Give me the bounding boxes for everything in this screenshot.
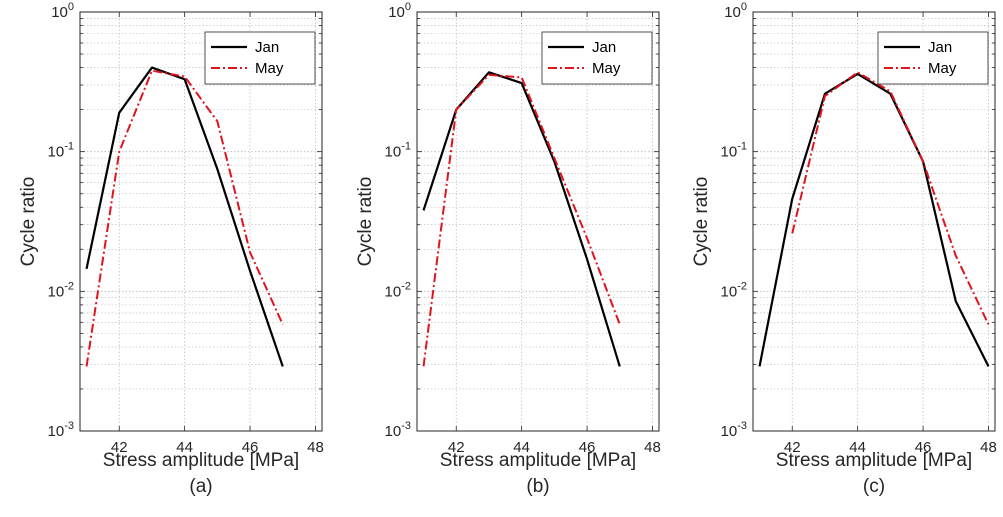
y-tick-label: 10-1 xyxy=(721,141,747,161)
y-tick-label: 100 xyxy=(388,1,411,21)
x-tick-label: 48 xyxy=(644,439,661,456)
x-axis-title: Stress amplitude [MPa] xyxy=(103,450,299,471)
legend-box xyxy=(204,31,316,85)
axes-frame xyxy=(752,11,996,432)
y-tick-label: 10-2 xyxy=(385,280,411,300)
series-line-jan xyxy=(758,72,990,367)
legend: Jan May xyxy=(877,31,989,85)
legend-label-jan: Jan xyxy=(928,39,952,56)
y-tick-label: 10-1 xyxy=(48,141,74,161)
series-line-jan xyxy=(85,66,284,367)
x-tick-label: 42 xyxy=(448,439,465,456)
legend-label-jan: Jan xyxy=(255,39,279,56)
x-tick-label: 44 xyxy=(849,439,866,456)
x-tick-label: 48 xyxy=(980,439,997,456)
legend: Jan May xyxy=(204,31,316,85)
series-line-may xyxy=(85,69,284,367)
y-tick-exponent: 0 xyxy=(741,1,747,13)
y-tick-exponent: 0 xyxy=(68,1,74,13)
x-tick-label: 44 xyxy=(176,439,193,456)
y-tick-label: 10-1 xyxy=(385,141,411,161)
y-tick-exponent: 0 xyxy=(405,1,411,13)
y-tick-base: 10 xyxy=(721,423,738,440)
x-tick-label: 44 xyxy=(513,439,530,456)
legend-label-may: May xyxy=(928,60,957,77)
y-tick-base: 10 xyxy=(385,283,402,300)
legend-box xyxy=(541,31,653,85)
panel-label: (a) xyxy=(189,476,212,497)
y-tick-base: 10 xyxy=(721,144,738,161)
legend-label-jan: Jan xyxy=(592,39,616,56)
x-tick-label: 46 xyxy=(915,439,932,456)
y-tick-label: 10-3 xyxy=(385,420,411,440)
legend-label-may: May xyxy=(592,60,621,77)
y-tick-exponent: -1 xyxy=(64,141,74,153)
x-axis-title: Stress amplitude [MPa] xyxy=(776,450,972,471)
y-tick-base: 10 xyxy=(48,144,65,161)
x-tick-label: 42 xyxy=(784,439,801,456)
y-tick-exponent: -3 xyxy=(737,420,747,432)
y-tick-exponent: -2 xyxy=(401,280,411,292)
x-tick-label: 42 xyxy=(111,439,128,456)
y-tick-base: 10 xyxy=(721,283,738,300)
series-line-may xyxy=(422,73,621,367)
y-tick-base: 10 xyxy=(48,283,65,300)
axes-frame xyxy=(79,11,323,432)
x-tick-label: 46 xyxy=(579,439,596,456)
y-tick-label: 10-3 xyxy=(48,420,74,440)
y-tick-exponent: -3 xyxy=(64,420,74,432)
y-tick-base: 10 xyxy=(48,423,65,440)
y-tick-exponent: -3 xyxy=(401,420,411,432)
y-tick-exponent: -1 xyxy=(401,141,411,153)
y-tick-base: 10 xyxy=(385,423,402,440)
y-axis-title: Cycle ratio xyxy=(355,177,376,267)
panel-label: (b) xyxy=(526,476,549,497)
y-tick-label: 100 xyxy=(724,1,747,21)
y-tick-base: 10 xyxy=(724,4,741,21)
x-axis-title: Stress amplitude [MPa] xyxy=(440,450,636,471)
y-tick-label: 10-2 xyxy=(721,280,747,300)
y-tick-label: 10-3 xyxy=(721,420,747,440)
legend-label-may: May xyxy=(255,60,284,77)
y-tick-label: 100 xyxy=(51,1,74,21)
y-tick-exponent: -2 xyxy=(64,280,74,292)
y-tick-exponent: -1 xyxy=(737,141,747,153)
panel-label: (c) xyxy=(863,476,885,497)
y-tick-base: 10 xyxy=(388,4,405,21)
x-tick-label: 46 xyxy=(242,439,259,456)
x-tick-label: 48 xyxy=(307,439,324,456)
y-axis-title: Cycle ratio xyxy=(18,177,39,267)
y-tick-label: 10-2 xyxy=(48,280,74,300)
y-tick-exponent: -2 xyxy=(737,280,747,292)
axes-frame xyxy=(416,11,660,432)
y-tick-base: 10 xyxy=(385,144,402,161)
legend: Jan May xyxy=(541,31,653,85)
y-axis-title: Cycle ratio xyxy=(691,177,712,267)
series-line-may xyxy=(791,71,990,325)
legend-box xyxy=(877,31,989,85)
y-tick-base: 10 xyxy=(51,4,68,21)
